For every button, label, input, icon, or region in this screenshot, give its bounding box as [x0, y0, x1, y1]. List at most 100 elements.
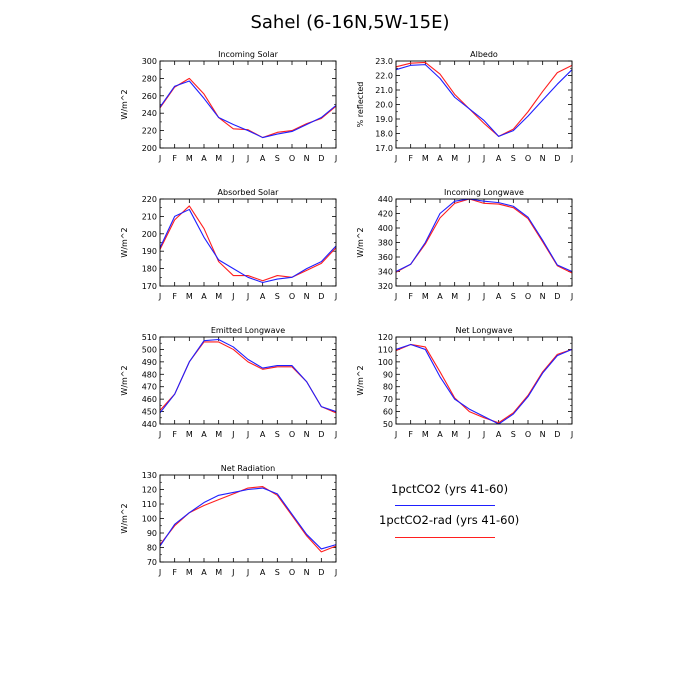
- x-tick-label: M: [451, 154, 458, 163]
- x-tick-label: J: [158, 568, 161, 577]
- x-tick-label: J: [334, 154, 337, 163]
- y-tick-label: 23.0: [375, 57, 393, 66]
- x-tick-label: J: [394, 430, 397, 439]
- y-tick-label: 50: [383, 420, 393, 429]
- x-tick-label: J: [231, 292, 234, 301]
- y-tick-label: 21.0: [375, 86, 393, 95]
- x-tick-label: O: [289, 568, 295, 577]
- page-title: Sahel (6-16N,5W-15E): [250, 12, 450, 33]
- x-tick-label: J: [246, 154, 249, 163]
- x-tick-label: A: [437, 292, 443, 301]
- series-line-1pctco2-yrs-41-60: [159, 80, 337, 139]
- x-tick-label: M: [186, 292, 193, 301]
- plot-frame: [395, 336, 573, 425]
- series-line-1pctco2-yrs-41-60: [159, 338, 337, 414]
- y-tick-label: 340: [378, 268, 393, 277]
- x-tick-label: M: [215, 292, 222, 301]
- x-tick-label: J: [570, 292, 573, 301]
- y-tick-label: 480: [142, 370, 157, 379]
- y-tick-label: 170: [142, 282, 157, 291]
- series-line-1pctco2-yrs-41-60: [159, 487, 337, 550]
- y-tick-label: 470: [142, 383, 157, 392]
- x-tick-label: M: [186, 568, 193, 577]
- x-tick-label: A: [201, 154, 207, 163]
- y-axis-label: W/m^2: [120, 227, 129, 257]
- y-tick-label: 70: [147, 558, 157, 567]
- chart-title: Albedo: [470, 50, 498, 59]
- x-tick-label: A: [437, 154, 443, 163]
- y-tick-label: 90: [147, 529, 157, 538]
- x-tick-label: J: [570, 154, 573, 163]
- x-tick-label: J: [334, 292, 337, 301]
- series-line-1pctco2-yrs-41-60: [159, 208, 337, 284]
- x-tick-label: A: [201, 430, 207, 439]
- x-tick-label: N: [304, 292, 310, 301]
- x-tick-label: J: [482, 154, 485, 163]
- x-tick-label: O: [525, 430, 531, 439]
- series-line-1pctco2-rad-yrs-41-60: [159, 77, 337, 139]
- series-line-1pctco2-rad-yrs-41-60: [395, 61, 573, 137]
- x-tick-label: M: [451, 430, 458, 439]
- x-tick-label: D: [554, 430, 560, 439]
- plot-frame: [395, 198, 573, 287]
- y-tick-label: 22.0: [375, 72, 393, 81]
- y-tick-label: 300: [142, 57, 157, 66]
- x-tick-label: F: [408, 430, 413, 439]
- y-tick-label: 80: [383, 383, 393, 392]
- y-tick-label: 440: [142, 420, 157, 429]
- chart-albedo: Albedo % reflected 17.0 18.0 19.0 20.0 21.0 22.…: [356, 50, 573, 163]
- x-tick-label: A: [260, 430, 266, 439]
- x-tick-label: D: [554, 292, 560, 301]
- x-tick-label: A: [260, 292, 266, 301]
- x-tick-label: S: [275, 568, 280, 577]
- x-tick-label: N: [540, 292, 546, 301]
- x-tick-label: F: [408, 292, 413, 301]
- x-tick-label: N: [304, 568, 310, 577]
- x-tick-label: F: [408, 154, 413, 163]
- chart-title: Net Radiation: [221, 464, 275, 473]
- chart-title: Net Longwave: [455, 326, 512, 335]
- y-tick-label: 190: [142, 247, 157, 256]
- y-tick-label: 500: [142, 345, 157, 354]
- x-tick-label: A: [260, 154, 266, 163]
- series-line-1pctco2-yrs-41-60: [395, 198, 573, 273]
- x-tick-label: A: [496, 292, 502, 301]
- x-tick-label: J: [158, 292, 161, 301]
- y-axis-label: W/m^2: [120, 503, 129, 533]
- y-tick-label: 19.0: [375, 115, 393, 124]
- x-tick-label: J: [158, 430, 161, 439]
- y-axis-label: W/m^2: [120, 89, 129, 119]
- x-tick-label: J: [394, 292, 397, 301]
- x-tick-label: S: [511, 430, 516, 439]
- chart-title: Emitted Longwave: [211, 326, 285, 335]
- series-line-1pctco2-yrs-41-60: [395, 343, 573, 425]
- x-tick-label: A: [496, 430, 502, 439]
- x-tick-label: O: [289, 154, 295, 163]
- x-tick-label: D: [318, 292, 324, 301]
- legend-line-1pctco2-rad: [395, 537, 495, 538]
- x-tick-label: O: [525, 292, 531, 301]
- x-tick-label: J: [246, 292, 249, 301]
- series-line-1pctco2-rad-yrs-41-60: [159, 486, 337, 553]
- y-tick-label: 110: [142, 500, 157, 509]
- y-tick-label: 110: [378, 345, 393, 354]
- y-tick-label: 450: [142, 408, 157, 417]
- y-tick-label: 200: [142, 144, 157, 153]
- x-tick-label: M: [186, 154, 193, 163]
- x-tick-label: A: [201, 568, 207, 577]
- x-tick-label: O: [525, 154, 531, 163]
- plot-frame: [395, 60, 573, 149]
- y-tick-label: 220: [142, 195, 157, 204]
- y-axis-label: % reflected: [356, 82, 365, 128]
- series-line-1pctco2-rad-yrs-41-60: [159, 341, 337, 414]
- plot-frame: [159, 474, 337, 563]
- x-tick-label: N: [304, 430, 310, 439]
- x-tick-label: S: [511, 154, 516, 163]
- y-tick-label: 420: [378, 210, 393, 219]
- x-tick-label: N: [540, 154, 546, 163]
- plot-frame: [159, 198, 337, 287]
- y-tick-label: 490: [142, 358, 157, 367]
- y-axis-label: W/m^2: [356, 227, 365, 257]
